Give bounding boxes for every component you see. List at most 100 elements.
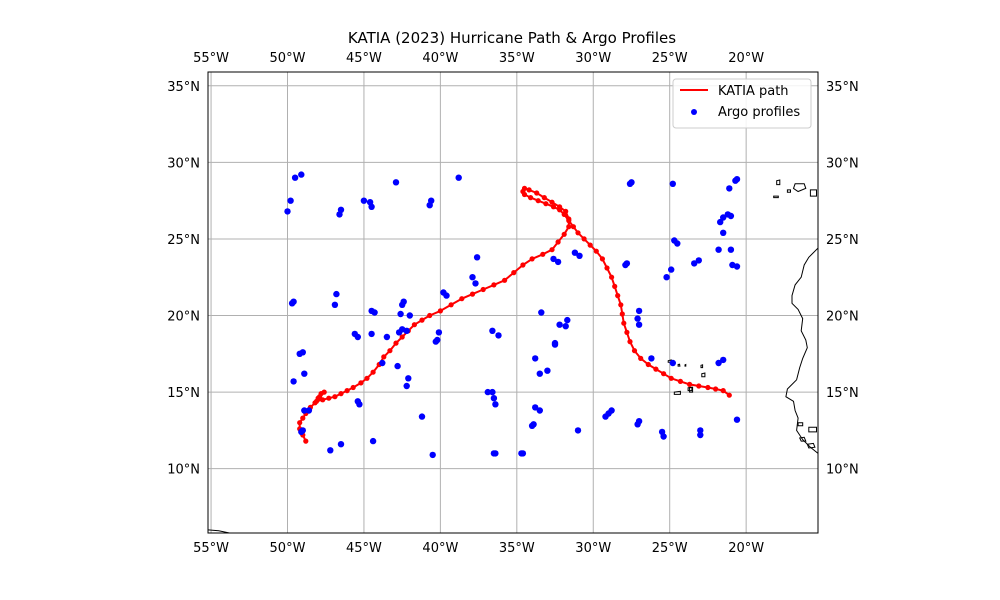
katia-path-point [393,340,399,346]
south-america-coastline [208,529,230,533]
gridlines [208,72,818,533]
katia-path-point [358,380,364,386]
katia-path-point [437,308,443,314]
argo-profile-point [554,258,562,266]
argo-profile-point [717,218,724,226]
argo-profile-point [495,332,502,339]
argo-profile-point [455,174,462,181]
katia-path-point [653,366,659,372]
katia-path-point [526,187,532,193]
canary-island [792,183,807,193]
argo-profile-point [383,333,391,341]
argo-profile-point [490,395,498,402]
argo-profile-point [697,431,704,439]
katia-path-point [557,207,563,213]
cape-verde-island [673,390,681,395]
katia-path-point [543,201,549,207]
lat-tick-label-left: 10°N [167,463,200,478]
bissagos-island [797,422,804,427]
argo-profile-point [720,356,727,364]
lon-tick-label-bottom: 30°W [575,541,611,556]
katia-path-point [561,231,567,237]
lon-tick-label-bottom: 40°W [422,541,458,556]
katia-path-point [549,199,555,205]
lon-tick-label-top: 50°W [270,51,306,66]
argo-profile-point [301,370,308,377]
lat-tick-label-right: 25°N [826,233,859,248]
lon-tick-label-bottom: 55°W [193,541,229,556]
argo-profile-point [519,450,527,457]
argo-profile-point [360,197,368,204]
cape-verde-island [701,372,706,378]
canary-island [809,189,817,197]
argo-profile-point [298,428,305,436]
katia-path-point [555,239,561,245]
lon-tick-label-top: 40°W [422,51,458,66]
katia-path-point [370,369,376,375]
argo-profile-point [299,349,306,356]
lat-tick-label-right: 10°N [826,463,859,478]
argo-profile-point [287,197,294,204]
katia-path-point [541,195,547,201]
argo-profile-point [379,359,386,367]
argo-profile-point [290,378,297,385]
argo-profile-point [528,422,536,429]
argo-profile-point [691,260,698,267]
bissagos-island [806,442,816,449]
argo-profile-point [726,185,733,192]
lon-tick-label-bottom: 25°W [652,541,688,556]
argo-profile-point [406,312,413,319]
argo-profile-point [418,413,426,420]
katia-path-point [566,224,572,230]
katia-path-point [326,395,332,401]
bissagos-island [808,426,817,433]
argo-profile-point [369,437,377,445]
katia-path-point [540,251,546,257]
argo-profile-point [574,427,582,434]
lat-tick-label-right: 15°N [826,386,859,401]
legend-path-label: KATIA path [718,84,789,99]
argo-profile-point [556,321,563,328]
katia-path-point [726,392,732,398]
katia-path-point [480,286,486,293]
argo-profile-point [331,301,339,308]
katia-path-point [627,339,633,345]
argo-profile-point [435,329,443,336]
argo-profile-point [403,382,410,390]
lat-tick-label-left: 30°N [167,156,200,171]
argo-profile-point [532,404,539,411]
argo-profile-point [733,176,741,183]
cape-verde-island [687,386,693,392]
katia-path-point [705,384,711,391]
katia-path-point [696,383,702,389]
africa-coastline [785,247,818,454]
katia-path-point [561,211,567,217]
lon-tick-label-top: 55°W [193,51,229,66]
katia-path-point [332,394,338,400]
canary-island [773,195,779,199]
argo-profile-point [432,338,439,345]
katia-path-point [549,247,555,253]
argo-profile-point [628,179,635,186]
katia-path-point [491,282,497,288]
argo-profile-point [371,309,378,316]
katia-path-point [297,420,303,426]
map-frame [207,71,819,534]
argo-profile-point [532,355,539,362]
argo-profile-point [669,359,676,367]
argo-profile-point [368,330,375,338]
katia-path-point [645,361,651,368]
katia-path-point [529,256,535,262]
argo-profile-point [695,257,702,264]
argo-profile-point [403,327,410,334]
katia-path-point [528,195,534,201]
katia-path-point [661,371,667,377]
katia-path-point [521,191,528,198]
coastlines [208,179,818,533]
argo-profile-point [472,280,479,287]
cape-verde-island [684,363,687,367]
katia-path-point [387,348,393,354]
lon-tick-label-bottom: 20°W [728,541,764,556]
argo-profile-point [536,370,543,377]
katia-path-point [550,204,557,210]
